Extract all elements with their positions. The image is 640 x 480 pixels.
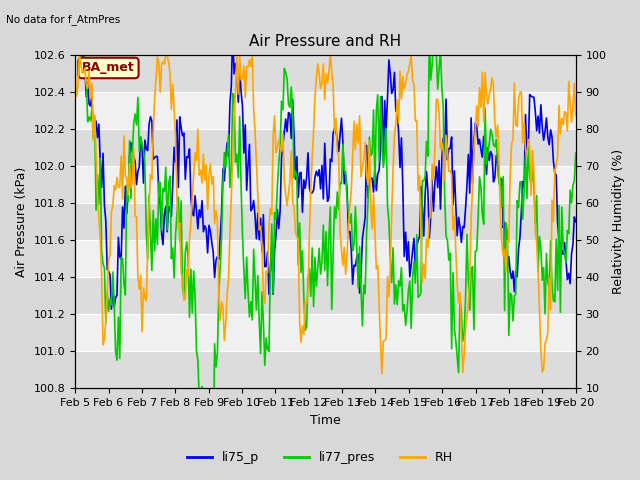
Y-axis label: Relativity Humidity (%): Relativity Humidity (%) <box>612 149 625 294</box>
X-axis label: Time: Time <box>310 414 341 427</box>
Title: Air Pressure and RH: Air Pressure and RH <box>250 34 401 49</box>
Bar <box>75 92 576 129</box>
Bar <box>75 55 576 92</box>
Bar <box>75 203 576 240</box>
Y-axis label: Air Pressure (kPa): Air Pressure (kPa) <box>15 166 28 276</box>
Bar <box>75 240 576 277</box>
Bar <box>75 314 576 351</box>
Bar <box>75 277 576 314</box>
Bar <box>75 351 576 388</box>
Bar <box>75 129 576 166</box>
Text: BA_met: BA_met <box>82 61 135 74</box>
Text: No data for f_AtmPres: No data for f_AtmPres <box>6 14 121 25</box>
Bar <box>75 166 576 203</box>
Legend: li75_p, li77_pres, RH: li75_p, li77_pres, RH <box>182 446 458 469</box>
